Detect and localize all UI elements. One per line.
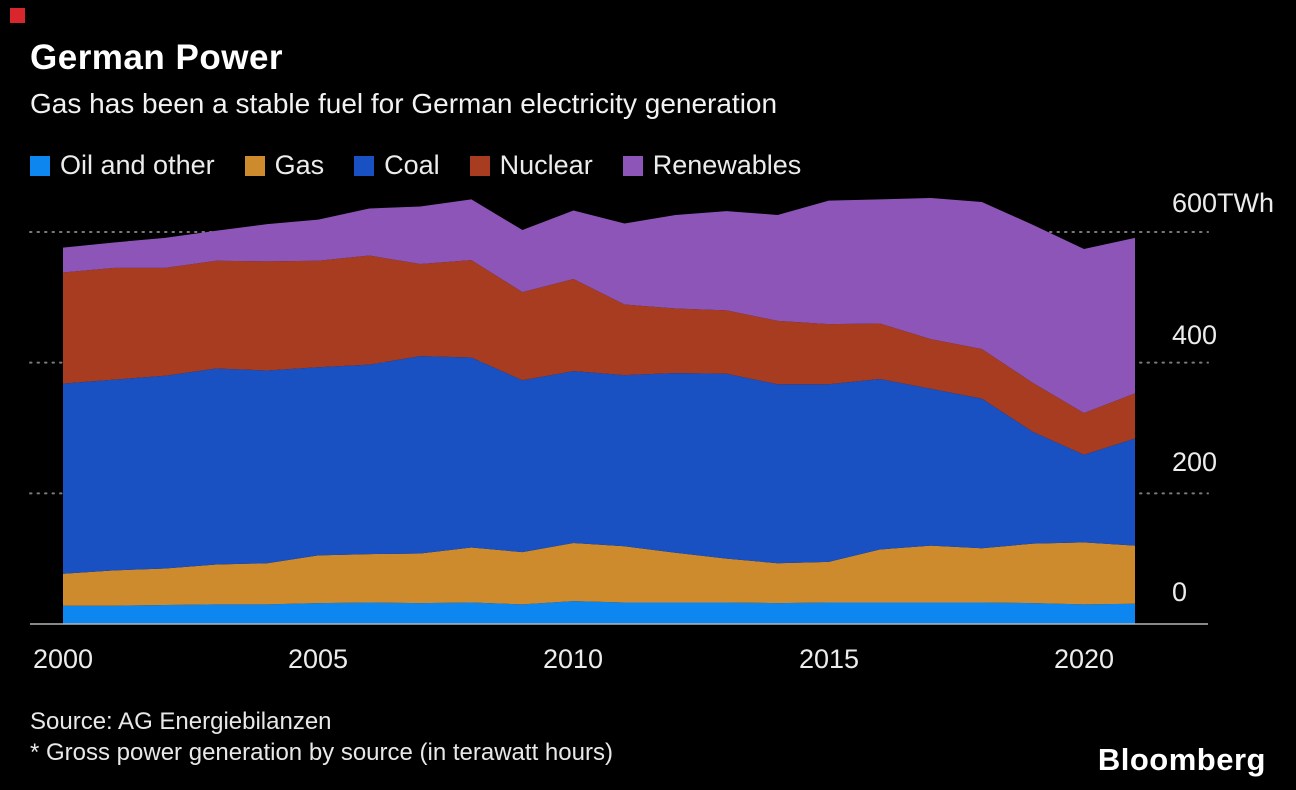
y-axis-tick-600: 600TWh — [1172, 188, 1275, 218]
legend-item-nuclear: Nuclear — [469, 150, 593, 181]
chart-legend: Oil and other Gas Coal Nuclear Renewable… — [30, 150, 801, 181]
legend-swatch-coal — [354, 155, 375, 176]
legend-item-gas: Gas — [244, 150, 325, 181]
legend-label: Coal — [384, 150, 440, 180]
legend-item-renewables: Renewables — [622, 150, 802, 181]
area-gas — [63, 542, 1135, 606]
page-title: German Power — [30, 38, 284, 77]
x-axis-tick-2020: 2020 — [1053, 644, 1115, 674]
y-axis-tick-200: 200 — [1172, 447, 1218, 477]
y-axis-tick-400: 400 — [1172, 320, 1218, 350]
y-axis-tick-0: 0 — [1172, 577, 1188, 607]
legend-item-oil-and-other: Oil and other — [30, 150, 215, 181]
x-axis-tick-2000: 2000 — [32, 644, 94, 674]
area-oil-and-other — [63, 601, 1135, 624]
source-line: Source: AG Energiebilanzen — [30, 708, 332, 735]
legend-swatch-oil-and-other — [30, 155, 50, 176]
legend-label: Nuclear — [499, 150, 593, 180]
bloomberg-accent-mark — [10, 8, 25, 23]
area-renewables — [63, 198, 1135, 413]
footnote-line: * Gross power generation by source (in t… — [30, 739, 613, 766]
bloomberg-logo: Bloomberg — [1097, 742, 1266, 777]
x-axis-tick-2005: 2005 — [287, 644, 349, 674]
area-nuclear — [63, 255, 1135, 455]
area-coal — [63, 356, 1135, 574]
x-axis-tick-2010: 2010 — [542, 644, 604, 674]
legend-item-coal: Coal — [354, 150, 440, 181]
legend-swatch-gas — [244, 155, 265, 176]
legend-label: Renewables — [652, 150, 802, 180]
legend-label: Gas — [274, 150, 325, 180]
page-subtitle: Gas has been a stable fuel for German el… — [30, 88, 778, 119]
legend-swatch-nuclear — [469, 155, 490, 176]
x-axis-tick-2015: 2015 — [798, 644, 860, 674]
legend-swatch-renewables — [622, 155, 643, 176]
legend-label: Oil and other — [60, 150, 215, 180]
